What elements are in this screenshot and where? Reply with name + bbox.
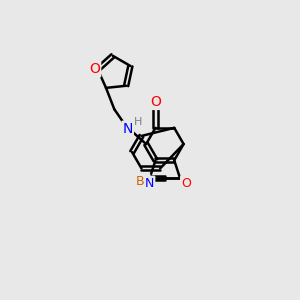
Text: Br: Br <box>136 175 149 188</box>
Text: N: N <box>145 177 154 190</box>
Text: N: N <box>122 122 133 136</box>
Text: O: O <box>89 62 100 76</box>
Text: O: O <box>150 95 161 109</box>
Text: O: O <box>181 177 191 190</box>
Text: H: H <box>134 117 142 127</box>
